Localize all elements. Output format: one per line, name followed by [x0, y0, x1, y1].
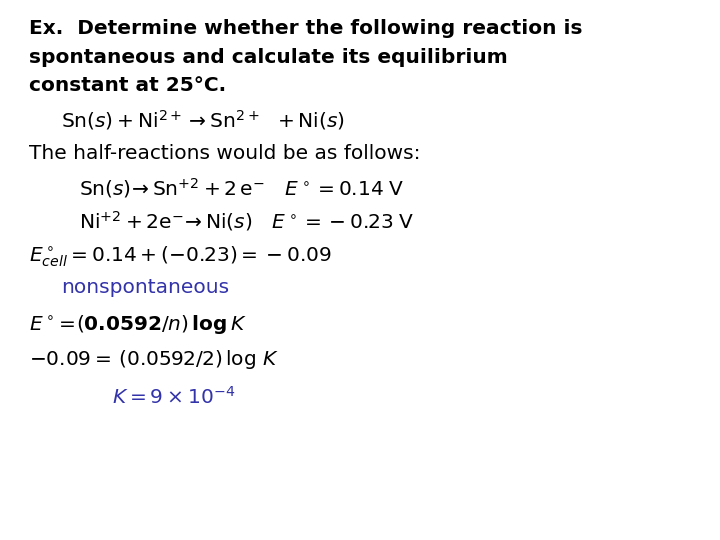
Text: constant at 25°C.: constant at 25°C.: [29, 76, 226, 95]
Text: nonspontaneous: nonspontaneous: [61, 278, 230, 296]
Text: $-0.09{=}\,(0.0592/2)\,\log\,K$: $-0.09{=}\,(0.0592/2)\,\log\,K$: [29, 348, 279, 372]
Text: $K = 9 \times 10^{-4}$: $K = 9 \times 10^{-4}$: [112, 386, 235, 408]
Text: $E^\circ\!=\! (\mathbf{0.0592}/\mathbf{\mathit{n}})\,\mathbf{log}\,K$: $E^\circ\!=\! (\mathbf{0.0592}/\mathbf{\…: [29, 313, 246, 336]
Text: Ex.  Determine whether the following reaction is: Ex. Determine whether the following reac…: [29, 19, 582, 38]
Text: spontaneous and calculate its equilibrium: spontaneous and calculate its equilibriu…: [29, 48, 508, 66]
Text: $E^\circ_{\mathit{cell}} = 0.14 + (-0.23) = -0.09$: $E^\circ_{\mathit{cell}} = 0.14 + (-0.23…: [29, 244, 332, 268]
Text: $\mathsf{Sn}\mathit{(s)}\!\rightarrow \mathsf{Sn}^{+2} + 2\,\mathsf{e}^{-}\quad : $\mathsf{Sn}\mathit{(s)}\!\rightarrow \m…: [79, 177, 404, 200]
Text: $\mathsf{Sn}\mathit{(s)} + \mathsf{Ni}^{2+} \rightarrow \mathsf{Sn}^{2+}\;\; + \: $\mathsf{Sn}\mathit{(s)} + \mathsf{Ni}^{…: [61, 108, 345, 132]
Text: $\mathsf{Ni}^{+2} + 2\mathsf{e}^{-}\!\rightarrow \mathsf{Ni}\mathit{(s)}\quad E^: $\mathsf{Ni}^{+2} + 2\mathsf{e}^{-}\!\ri…: [79, 209, 415, 233]
Text: The half-reactions would be as follows:: The half-reactions would be as follows:: [29, 144, 420, 163]
